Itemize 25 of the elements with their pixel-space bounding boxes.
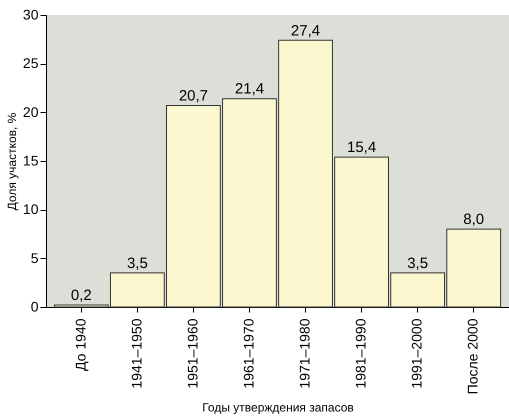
x-tick-label: 1971–1980 (296, 318, 313, 389)
y-tick-label: 0 (30, 298, 39, 314)
y-tick-label: 30 (22, 6, 39, 22)
x-tick-label: 1991–2000 (408, 318, 425, 389)
x-tick-label: До 1940 (72, 318, 88, 371)
data-label: 21,4 (234, 80, 264, 98)
x-tick-label: 1961–1970 (240, 318, 256, 389)
data-label: 8,0 (463, 211, 484, 228)
x-tick-label: 1981–1990 (352, 318, 369, 389)
x-tick-label: 1951–1960 (184, 318, 200, 389)
x-tick-label: После 2000 (464, 318, 481, 394)
data-label: 3,5 (126, 254, 148, 272)
x-tick-label: 1941–1950 (128, 318, 144, 389)
y-tick-label: 5 (30, 250, 39, 266)
y-tick-label: 20 (22, 104, 39, 120)
y-tick-label: 10 (22, 201, 39, 218)
data-label: 0,2 (70, 287, 92, 304)
y-axis-title: Доля участков, % (4, 112, 19, 210)
data-label: 3,5 (407, 254, 428, 272)
x-axis-title: Годы утверждения запасов (202, 400, 354, 414)
data-label: 27,4 (290, 22, 320, 40)
y-tick-label: 25 (22, 55, 39, 72)
data-label: 20,7 (178, 88, 208, 105)
y-tick-label: 15 (22, 152, 39, 168)
data-label: 15,4 (346, 139, 376, 156)
